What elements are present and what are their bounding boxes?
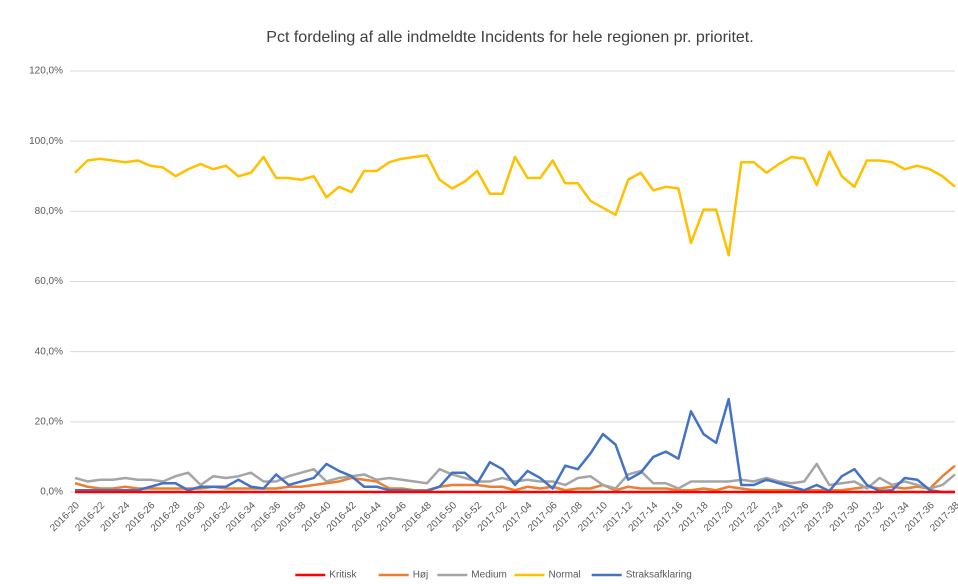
legend-label: Kritisk bbox=[329, 570, 357, 581]
chart-title: Pct fordeling af alle indmeldte Incident… bbox=[266, 29, 753, 46]
y-tick-label: 60,0% bbox=[35, 276, 63, 287]
y-tick-label: 20,0% bbox=[35, 416, 63, 427]
series-line bbox=[74, 462, 956, 490]
series-line bbox=[75, 397, 955, 494]
y-tick-label: 0,0% bbox=[40, 487, 63, 498]
y-tick-label: 40,0% bbox=[35, 346, 63, 357]
legend-label: Medium bbox=[471, 570, 507, 581]
y-tick-label: 120,0% bbox=[29, 66, 63, 77]
legend-label: Straksafklaring bbox=[626, 570, 692, 581]
legend-label: Høj bbox=[413, 570, 429, 581]
y-tick-label: 100,0% bbox=[29, 136, 63, 147]
y-tick-label: 80,0% bbox=[35, 206, 63, 217]
legend-label: Normal bbox=[549, 570, 581, 581]
series-line bbox=[74, 150, 956, 257]
